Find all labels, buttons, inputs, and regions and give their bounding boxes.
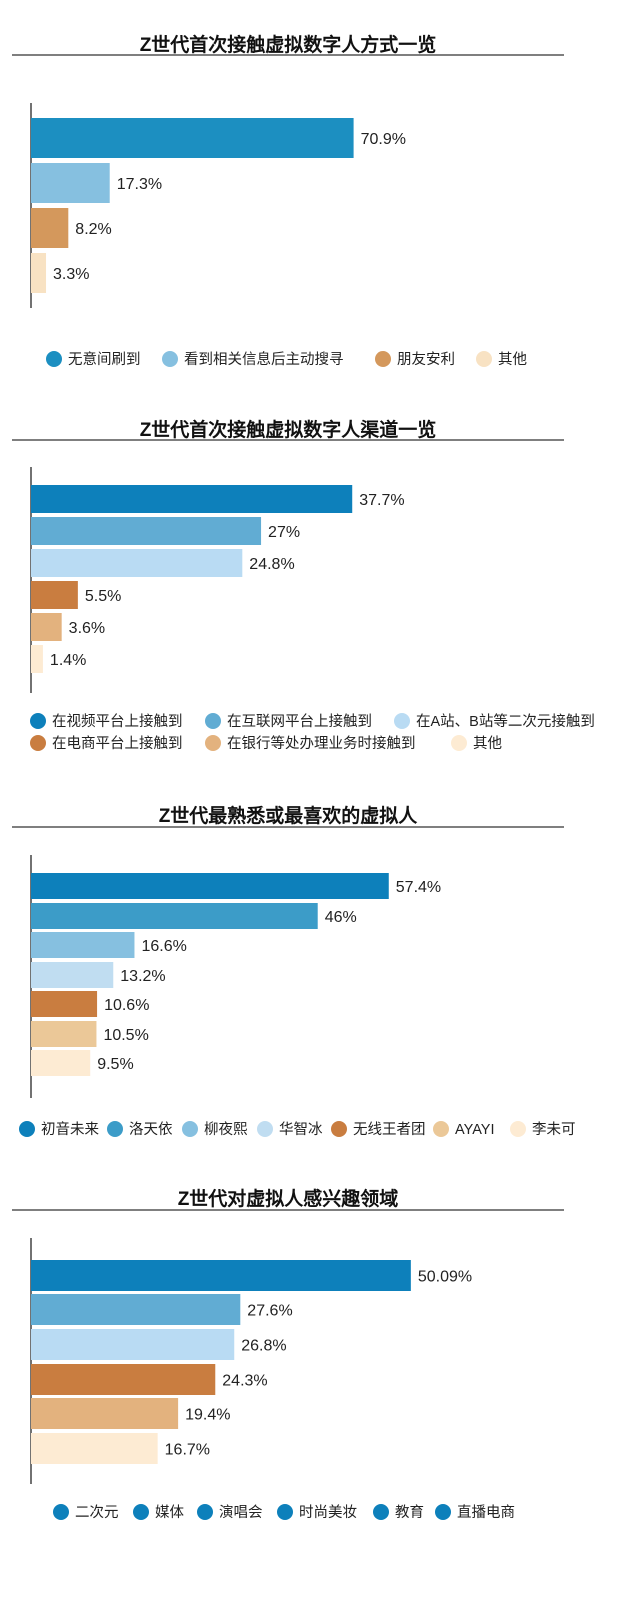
legend-label: 其他: [473, 735, 502, 752]
legend-marker: [182, 1121, 198, 1137]
legend-label: 在电商平台上接触到: [52, 735, 183, 752]
bar: [31, 1260, 411, 1291]
bar: [31, 1021, 97, 1047]
bar: [31, 932, 135, 958]
legend-marker: [257, 1121, 273, 1137]
data-label: 24.8%: [249, 556, 294, 573]
legend-label: 在互联网平台上接触到: [227, 713, 372, 730]
chart-title: Z世代首次接触虚拟数字人方式一览: [140, 33, 437, 56]
legend-marker: [375, 351, 391, 367]
bar: [31, 613, 62, 641]
data-label: 16.6%: [141, 938, 186, 955]
bar: [31, 208, 69, 248]
legend-label: 无线王者团: [353, 1121, 426, 1138]
data-label: 50.09%: [418, 1269, 472, 1286]
legend-label: 看到相关信息后主动搜寻: [184, 351, 344, 368]
data-label: 70.9%: [361, 131, 406, 148]
bar: [31, 991, 98, 1017]
legend-marker: [53, 1504, 69, 1520]
data-label: 3.3%: [53, 266, 89, 283]
data-label: 10.6%: [104, 997, 149, 1014]
bar: [31, 581, 78, 609]
legend-label: 直播电商: [457, 1504, 515, 1521]
data-label: 26.8%: [241, 1338, 286, 1355]
legend-marker: [19, 1121, 35, 1137]
bar: [31, 549, 243, 577]
legend-label: 洛天依: [129, 1121, 173, 1138]
data-label: 16.7%: [165, 1442, 210, 1459]
legend-marker: [394, 713, 410, 729]
bar: [31, 903, 318, 929]
legend-marker: [205, 735, 221, 751]
bar: [31, 1050, 91, 1076]
legend-marker: [433, 1121, 449, 1137]
legend-label: 在视频平台上接触到: [52, 713, 183, 730]
data-label: 27.6%: [247, 1303, 292, 1320]
bar: [31, 645, 43, 673]
data-label: 57.4%: [396, 879, 441, 896]
legend-marker: [451, 735, 467, 751]
legend-label: 柳夜熙: [204, 1121, 248, 1138]
legend-label: 朋友安利: [397, 351, 455, 368]
bar: [31, 1294, 241, 1325]
legend-label: 华智冰: [279, 1121, 323, 1138]
legend-label: 媒体: [155, 1504, 184, 1521]
data-label: 17.3%: [117, 176, 162, 193]
legend-marker: [435, 1504, 451, 1520]
data-label: 13.2%: [120, 968, 165, 985]
bar: [31, 873, 389, 899]
legend-label: 在银行等处办理业务时接触到: [227, 734, 416, 752]
legend-marker: [373, 1504, 389, 1520]
bar: [31, 1433, 158, 1464]
legend-marker: [30, 735, 46, 751]
legend-label: 李未可: [532, 1121, 576, 1138]
data-label: 37.7%: [359, 492, 404, 509]
bar: [31, 1398, 179, 1429]
legend-label: 二次元: [75, 1504, 119, 1521]
data-label: 24.3%: [222, 1373, 267, 1390]
chart-title: Z世代首次接触虚拟数字人渠道一览: [140, 418, 437, 441]
legend-label: 在A站、B站等二次元接触到: [416, 712, 595, 730]
legend-marker: [476, 351, 492, 367]
legend-label: AYAYI: [455, 1122, 495, 1138]
legend-label: 演唱会: [219, 1504, 263, 1521]
bar: [31, 962, 114, 988]
data-label: 9.5%: [97, 1056, 133, 1073]
data-label: 19.4%: [185, 1407, 230, 1424]
data-label: 27%: [268, 524, 300, 541]
bar: [31, 253, 47, 293]
data-label: 5.5%: [85, 588, 121, 605]
legend-marker: [205, 713, 221, 729]
bar: [31, 118, 354, 158]
bar: [31, 1329, 235, 1360]
legend-label: 其他: [498, 351, 527, 368]
legend-marker: [197, 1504, 213, 1520]
legend-marker: [331, 1121, 347, 1137]
legend-marker: [162, 351, 178, 367]
data-label: 1.4%: [50, 652, 86, 669]
chart-title: Z世代对虚拟人感兴趣领域: [178, 1187, 399, 1210]
bar: [31, 517, 262, 545]
bar: [31, 1364, 216, 1395]
chart-title: Z世代最熟悉或最喜欢的虚拟人: [159, 804, 419, 827]
data-label: 10.5%: [103, 1027, 148, 1044]
legend-marker: [107, 1121, 123, 1137]
legend-marker: [46, 351, 62, 367]
bar: [31, 163, 110, 203]
legend-label: 时尚美妆: [299, 1504, 357, 1521]
data-label: 3.6%: [69, 620, 105, 637]
data-label: 8.2%: [75, 221, 111, 238]
legend-label: 无意间刷到: [68, 350, 141, 368]
data-label: 46%: [325, 909, 357, 926]
legend-label: 初音未来: [41, 1121, 99, 1138]
legend-label: 教育: [395, 1504, 424, 1521]
bar: [31, 485, 353, 513]
legend-marker: [510, 1121, 526, 1137]
legend-marker: [133, 1504, 149, 1520]
legend-marker: [30, 713, 46, 729]
legend-marker: [277, 1504, 293, 1520]
